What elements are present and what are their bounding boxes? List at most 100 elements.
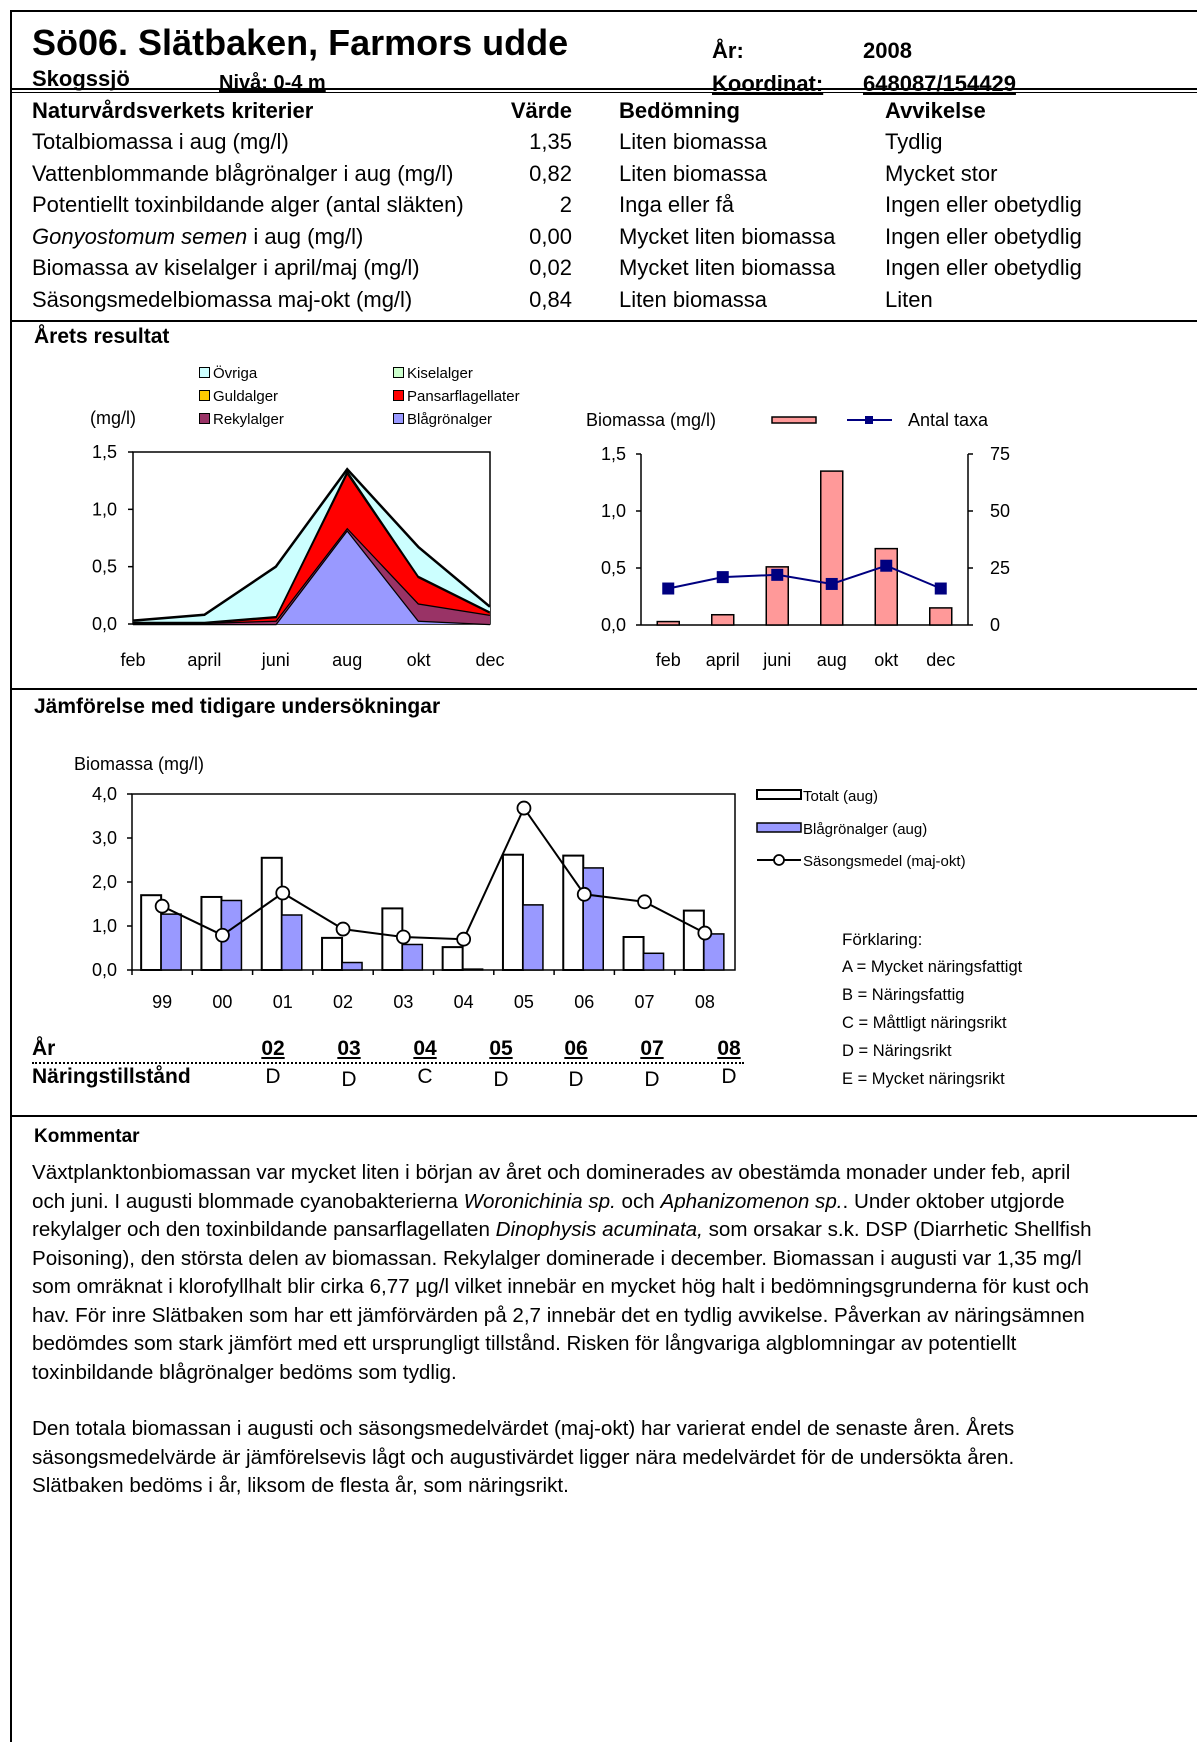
- comment-p1-part-5: . Under oktober utgjorde rekylalger och …: [32, 1189, 1065, 1242]
- criteria-name-text: Säsongsmedelbiomassa maj-okt (mg/l): [32, 286, 413, 312]
- x-tick-label: 04: [454, 992, 474, 1012]
- legend-taxa-marker: [865, 416, 873, 424]
- y-tick-label: 2,0: [92, 872, 117, 892]
- legend-guldalger: Guldalger: [199, 388, 278, 405]
- criteria-row: Potentiellt toxinbildande alger (antal s…: [32, 190, 1115, 222]
- y-tick-label: 1,0: [92, 499, 117, 519]
- criteria-name: Totalbiomassa i aug (mg/l): [32, 127, 492, 159]
- y2-tick-label: 0: [990, 615, 1000, 635]
- comment-text: Växtplanktonbiomassan var mycket liten i…: [32, 1159, 1102, 1529]
- legend-rekylalger: Rekylalger: [199, 411, 284, 428]
- criteria-deviation: Ingen eller obetydlig: [885, 192, 1082, 218]
- comparison-chart: Biomassa (mg/l) 0,0 1,0 2,0 3,0 4,0 99 00 01 02 03…: [74, 754, 966, 1012]
- criteria-name-text: i aug (mg/l): [247, 223, 364, 249]
- y-tick-label: 0,0: [92, 614, 117, 634]
- criteria-deviation: Tydlig: [885, 129, 943, 155]
- x-tick-label: dec: [926, 650, 955, 670]
- criteria-name: Gonyostomum semen i aug (mg/l): [32, 221, 492, 253]
- state-year: 05: [489, 1037, 513, 1060]
- biomass-bar: [929, 607, 953, 626]
- area-chart: (mg/l) 0,0 0,5 1,0 1,5 feb april juni aug okt dec: [90, 408, 505, 670]
- criteria-name: Potentiellt toxinbildande alger (antal s…: [32, 190, 492, 222]
- taxa-point: [716, 571, 729, 584]
- legend-total-swatch: [756, 789, 802, 800]
- season-mean-point: [275, 885, 291, 901]
- y2-tick-label: 25: [990, 558, 1010, 578]
- criteria-value: 0,84: [529, 286, 572, 312]
- criteria-header-assessment: Bedömning: [619, 97, 740, 123]
- legend-season-label: Säsongsmedel (maj-okt): [803, 853, 966, 870]
- state-value: D: [568, 1068, 584, 1091]
- legend-blagronalger-label: Blågrönalger: [407, 411, 493, 428]
- legend-rekylalger-swatch: [199, 413, 210, 424]
- legend-taxa-label: Antal taxa: [908, 410, 989, 430]
- legend-guldalger-swatch: [199, 390, 210, 401]
- comment-species-aphanizomenon: Aphanizomenon sp.: [660, 1189, 843, 1213]
- y-tick-label: 1,5: [601, 444, 626, 464]
- state-year: 04: [413, 1037, 437, 1060]
- legend-total-label: Totalt (aug): [803, 788, 878, 805]
- total-bar: [622, 936, 645, 971]
- comment-p1-part-7: som orsakar s.k. DSP (Diarrhetic Shellfi…: [32, 1218, 1092, 1384]
- criteria-row: Totalbiomassa i aug (mg/l) 1,35 Liten biom…: [32, 127, 1115, 159]
- legend-ovriga: Övriga: [199, 365, 257, 382]
- x-tick-label: aug: [332, 650, 362, 670]
- y-axis-label: Biomassa (mg/l): [74, 754, 204, 774]
- x-tick-label: 06: [574, 992, 594, 1012]
- x-tick-label: feb: [656, 650, 681, 670]
- x-tick-label: juni: [762, 650, 791, 670]
- y-tick-label: 1,0: [92, 916, 117, 936]
- y-tick-label: 4,0: [92, 784, 117, 804]
- legend-cyano-swatch: [756, 822, 802, 833]
- comparison-title: Jämförelse med tidigare undersökningar: [34, 695, 441, 718]
- criteria-name: Säsongsmedelbiomassa maj-okt (mg/l): [32, 284, 492, 316]
- explanation-item: A = Mycket näringsfattigt: [842, 958, 1023, 976]
- state-row-label: Näringstillstånd: [32, 1065, 191, 1088]
- state-value: D: [644, 1068, 660, 1091]
- x-tick-label: 08: [695, 992, 715, 1012]
- y-axis-label: Biomassa (mg/l): [586, 410, 716, 430]
- criteria-deviation: Ingen eller obetydlig: [885, 255, 1082, 281]
- taxa-point: [825, 577, 838, 590]
- explanation-title: Förklaring:: [842, 930, 923, 949]
- legend-kiselalger: Kiselalger: [393, 365, 473, 382]
- biomass-taxa-chart: Biomassa (mg/l) Antal taxa 0,0 0,5 1,0 1,5 0 25…: [586, 410, 1010, 670]
- taxa-line: [668, 564, 942, 590]
- season-mean-point: [335, 921, 351, 937]
- season-mean-point: [395, 929, 411, 945]
- state-value: D: [265, 1065, 281, 1088]
- criteria-name: Vattenblommande blågrönalger i aug (mg/l…: [32, 158, 492, 190]
- criteria-deviation: Ingen eller obetydlig: [885, 223, 1082, 249]
- total-bar: [562, 854, 585, 971]
- y-tick-label: 3,0: [92, 828, 117, 848]
- cyano-bar: [281, 914, 303, 971]
- criteria-table: Naturvårdsverkets kriterier Värde Bedömn…: [32, 95, 1115, 316]
- total-bar: [682, 909, 705, 972]
- legend-ovriga-label: Övriga: [213, 365, 258, 382]
- cyano-bar: [160, 913, 182, 971]
- criteria-header-name: Naturvårdsverkets kriterier: [32, 97, 314, 123]
- season-mean-point: [154, 898, 170, 914]
- cyano-bar: [642, 952, 665, 971]
- taxa-point: [934, 582, 947, 595]
- explanation-item: E = Mycket näringsrikt: [842, 1070, 1005, 1088]
- explanation-item: B = Näringsfattig: [842, 986, 965, 1004]
- year-value: 2008: [863, 38, 912, 63]
- comment-p1-part-3: och: [615, 1189, 661, 1213]
- x-tick-label: april: [187, 650, 221, 670]
- legend-pansarflagellater: Pansarflagellater: [393, 388, 520, 405]
- lake-type: Skogssjö: [32, 66, 130, 91]
- x-tick-label: 99: [152, 992, 172, 1012]
- x-tick-label: feb: [120, 650, 145, 670]
- explanation-item: C = Måttligt näringsrikt: [842, 1014, 1007, 1032]
- x-tick-label: 00: [212, 992, 232, 1012]
- state-table-divider: [32, 1062, 744, 1064]
- season-mean-point: [697, 925, 713, 941]
- legend-blagronalger-swatch: [393, 413, 404, 424]
- y-tick-label: 1,0: [601, 501, 626, 521]
- comment-paragraph-2: Den totala biomassan i augusti och säson…: [32, 1417, 1015, 1497]
- legend-biomass-swatch: [771, 416, 817, 424]
- y2-tick-label: 50: [990, 501, 1010, 521]
- criteria-value: 2: [559, 192, 572, 218]
- y-axis-label: (mg/l): [90, 408, 136, 428]
